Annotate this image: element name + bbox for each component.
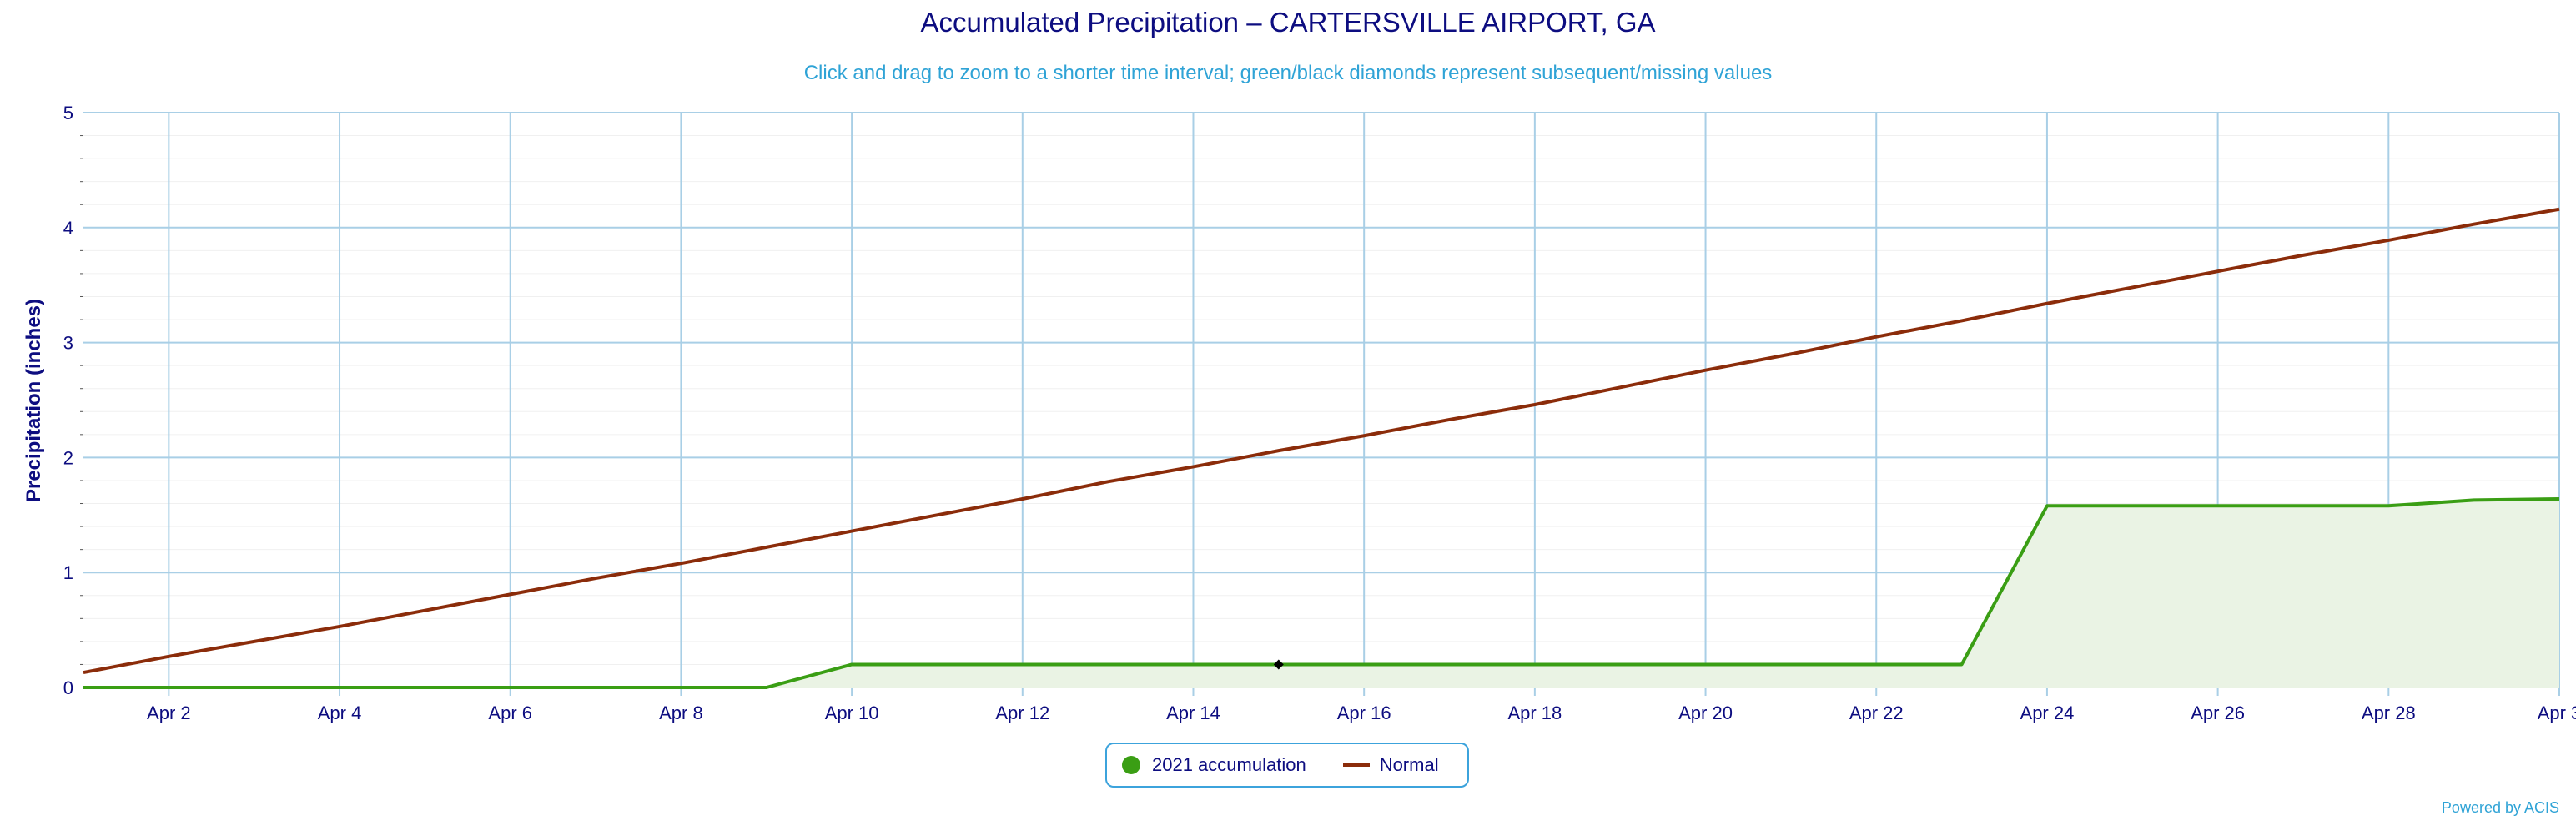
line-layer xyxy=(83,207,2560,689)
x-tick-label: Apr 16 xyxy=(1337,703,1391,723)
legend-item-normal[interactable]: Normal xyxy=(1306,754,1439,776)
legend-accumulation-marker xyxy=(1122,756,1140,774)
chart-legend: 2021 accumulation Normal xyxy=(1105,743,1469,788)
chart-title: Accumulated Precipitation – CARTERSVILLE… xyxy=(920,7,1656,38)
y-tick-label: 4 xyxy=(63,218,73,239)
legend-normal-label: Normal xyxy=(1379,754,1439,775)
marker-layer xyxy=(1273,659,1284,670)
x-tick-label: Apr 26 xyxy=(2191,703,2245,723)
chart-subtitle: Click and drag to zoom to a shorter time… xyxy=(803,62,1773,84)
y-tick-label: 0 xyxy=(63,677,73,698)
x-tick-label: Apr 24 xyxy=(2020,703,2075,723)
series-2021-accumulation-area xyxy=(83,499,2559,688)
legend-item-accumulation[interactable]: 2021 accumulation xyxy=(1107,754,1306,776)
x-tick-label: Apr 8 xyxy=(659,703,703,723)
x-tick-label: Apr 12 xyxy=(995,703,1049,723)
x-tick-label: Apr 4 xyxy=(318,703,362,723)
x-tick-label: Apr 10 xyxy=(825,703,879,723)
x-tick-label: Apr 6 xyxy=(488,703,532,723)
x-tick-label: Apr 22 xyxy=(1849,703,1904,723)
x-tick-labels: Apr 2 Apr 4 Apr 6 Apr 8 Apr 10 Apr 12 Apr 14 Ap… xyxy=(147,703,2576,723)
series-normal-line xyxy=(83,207,2560,675)
grid-layer xyxy=(83,112,2560,696)
area-layer xyxy=(83,499,2559,688)
x-tick-label: Apr 18 xyxy=(1507,703,1562,723)
x-tick-label: Apr 3 xyxy=(2538,703,2576,723)
legend-accumulation-label: 2021 accumulation xyxy=(1152,754,1306,775)
y-tick-label: 1 xyxy=(63,562,73,583)
x-tick-label: Apr 20 xyxy=(1678,703,1733,723)
y-tick-label: 5 xyxy=(63,103,73,123)
y-tick-label: 3 xyxy=(63,333,73,354)
x-tick-label: Apr 2 xyxy=(147,703,191,723)
y-tick-label: 2 xyxy=(63,447,73,468)
x-tick-label: Apr 28 xyxy=(2362,703,2416,723)
series-2021-accumulation-line xyxy=(83,497,2560,689)
y-tick-labels: 0 1 2 3 4 5 xyxy=(63,103,83,698)
y-axis-title: Precipitation (inches) xyxy=(23,299,45,502)
x-tick-label: Apr 14 xyxy=(1166,703,1220,723)
missing-value-diamond xyxy=(1273,659,1284,670)
credit-link[interactable]: Powered by ACIS xyxy=(2441,799,2559,816)
legend-normal-marker xyxy=(1342,763,1370,767)
